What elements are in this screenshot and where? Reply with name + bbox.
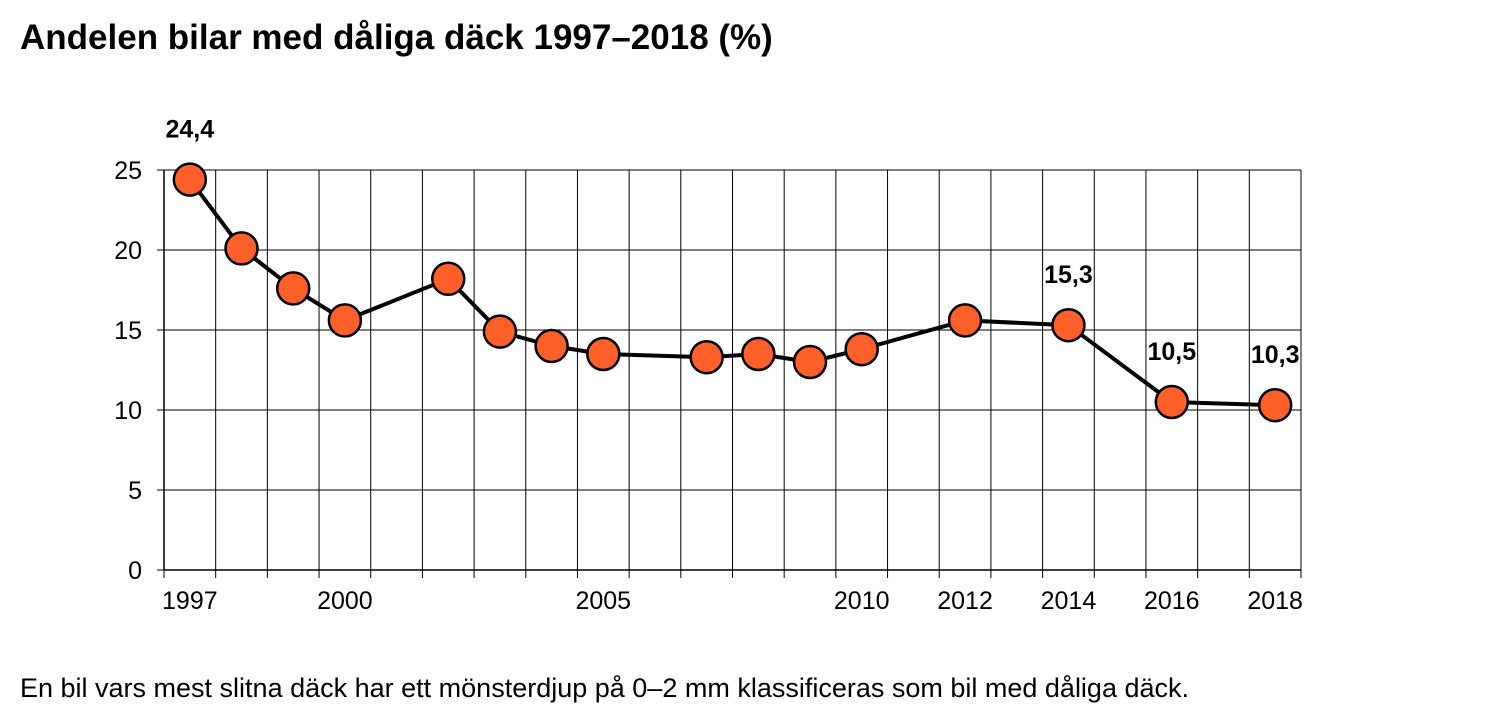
x-tick-label: 2005 xyxy=(575,587,631,615)
grid xyxy=(163,169,1302,578)
data-point-2009 xyxy=(792,344,828,380)
data-point-1997 xyxy=(172,162,208,197)
x-tick-label: 2010 xyxy=(834,587,890,615)
data-point-1998 xyxy=(224,231,259,266)
data-label-2014: 15,3 xyxy=(1044,261,1093,289)
y-tick-label: 15 xyxy=(114,317,142,345)
y-tick-label: 10 xyxy=(114,397,142,425)
y-tick-labels: 0 5 10 15 20 25 xyxy=(114,157,142,585)
data-point-2012 xyxy=(947,303,983,338)
x-tick-labels: 1997 2000 2005 2010 2012 2014 2016 2018 xyxy=(162,587,1303,615)
data-labels: 24,4 15,3 10,5 10,3 xyxy=(166,116,1300,370)
y-tick-label: 25 xyxy=(114,157,142,185)
data-point-2018 xyxy=(1257,387,1293,423)
data-point-2014 xyxy=(1051,307,1086,343)
x-tick-label: 2018 xyxy=(1247,587,1303,615)
data-point-2005 xyxy=(586,336,621,372)
y-tick-label: 0 xyxy=(128,557,142,585)
data-points xyxy=(172,162,1293,423)
data-point-2016 xyxy=(1154,384,1190,420)
data-point-2002 xyxy=(431,261,466,297)
data-point-2007 xyxy=(689,339,724,375)
data-point-1999 xyxy=(275,271,311,306)
x-tick-label: 2012 xyxy=(937,587,993,615)
footnote: En bil vars mest slitna däck har ett mön… xyxy=(20,673,1190,703)
x-tick-label: 2016 xyxy=(1144,587,1200,615)
data-point-2010 xyxy=(844,331,879,367)
y-tick-label: 20 xyxy=(114,237,142,265)
data-point-2008 xyxy=(741,336,776,372)
series-line xyxy=(188,178,1276,408)
data-point-2003 xyxy=(482,314,518,349)
series-line-path xyxy=(188,178,1276,408)
x-tick-label: 2000 xyxy=(317,587,373,615)
x-tick-label: 1997 xyxy=(162,587,218,615)
data-label-2016: 10,5 xyxy=(1147,338,1196,366)
chart-title: Andelen bilar med dåliga däck 1997–2018 … xyxy=(20,18,773,57)
y-tick-label: 5 xyxy=(128,477,142,505)
data-label-1997: 24,4 xyxy=(166,116,215,144)
axes xyxy=(157,169,1301,571)
data-label-2018: 10,3 xyxy=(1251,341,1300,369)
data-point-2000 xyxy=(327,303,363,338)
data-point-2004 xyxy=(534,328,569,364)
x-tick-label: 2014 xyxy=(1041,587,1097,615)
line-chart: 0 5 10 15 20 25 1997 2000 2005 2010 2012 2014 2016 2… xyxy=(114,116,1303,615)
